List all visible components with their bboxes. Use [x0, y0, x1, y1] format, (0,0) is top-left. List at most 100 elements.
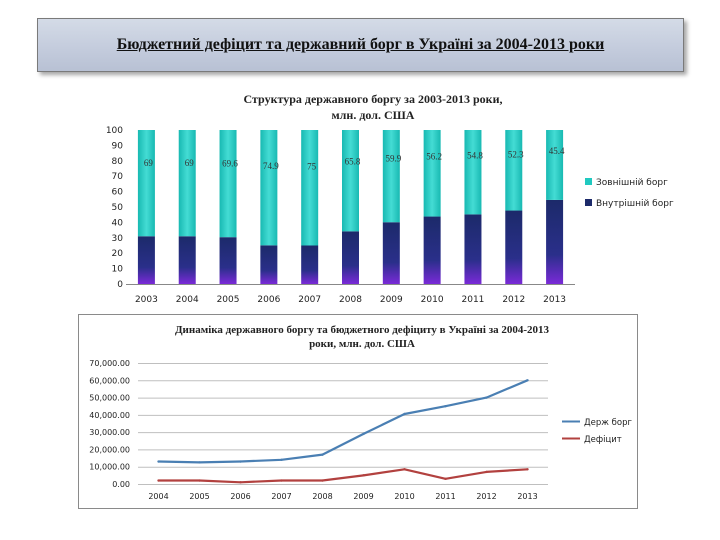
- legend-label-debt: Держ борг: [584, 418, 632, 428]
- chart2-title-line2: роки, млн. дол. США: [309, 338, 415, 350]
- x-tick-label: 2003: [135, 295, 158, 305]
- x-tick-label: 2013: [517, 492, 537, 501]
- deficit-line-point: [444, 477, 447, 481]
- y-tick-label: 50: [112, 203, 124, 213]
- bar-external-debt: [301, 130, 319, 246]
- debt-line-point: [526, 379, 529, 382]
- debt-line-point: [485, 396, 488, 399]
- legend-label-external: Зовнішній борг: [596, 178, 668, 188]
- deficit-line-point: [403, 468, 406, 471]
- x-tick-label: 2011: [435, 492, 455, 501]
- bar-external-debt: [546, 130, 564, 200]
- chart1-title-line1: Структура державного боргу за 2003-2013 …: [244, 92, 503, 106]
- x-tick-label: 2007: [298, 295, 321, 305]
- x-tick-label: 2005: [189, 492, 209, 501]
- y-tick-label: 70,000.00: [89, 359, 130, 368]
- x-tick-label: 2008: [312, 492, 332, 501]
- bar-internal-debt: [301, 245, 319, 284]
- debt-line-point: [321, 453, 324, 456]
- x-tick-label: 2012: [476, 492, 496, 501]
- y-tick-label: 60: [112, 188, 124, 198]
- x-tick-label: 2010: [421, 295, 444, 305]
- bar-external-debt: [464, 130, 482, 215]
- y-tick-label: 0.00: [112, 480, 130, 489]
- x-tick-label: 2013: [543, 295, 566, 305]
- bar-data-label: 65.8: [345, 156, 361, 166]
- chart1-title-line2: млн. дол. США: [332, 108, 415, 122]
- x-tick-label: 2007: [271, 492, 291, 501]
- deficit-line-point: [321, 479, 324, 482]
- bar-data-label: 52.3: [508, 149, 524, 159]
- y-tick-label: 10: [112, 265, 124, 275]
- debt-line-point: [280, 458, 283, 461]
- y-tick-label: 80: [112, 157, 124, 167]
- debt-line-point: [403, 412, 406, 416]
- deficit-line-point: [526, 468, 529, 471]
- y-tick-label: 70: [112, 172, 124, 182]
- debt-line-point: [239, 460, 242, 463]
- deficit-line: [158, 468, 528, 484]
- legend-label-deficit: Дефіцит: [584, 435, 622, 445]
- bar-data-label: 69.6: [222, 158, 238, 168]
- bar-data-label: 69: [144, 158, 154, 168]
- x-tick-label: 2006: [230, 492, 250, 501]
- legend-swatch-external: [585, 178, 592, 185]
- bar-internal-debt: [423, 216, 441, 284]
- bar-external-debt: [137, 130, 155, 237]
- deficit-line-point: [280, 479, 283, 482]
- bar-external-debt: [178, 130, 196, 237]
- y-tick-label: 10,000.00: [89, 463, 130, 472]
- bar-external-debt: [505, 130, 523, 211]
- bar-external-debt: [423, 130, 441, 217]
- bar-data-label: 54.8: [467, 151, 483, 161]
- deficit-line-point: [485, 470, 488, 474]
- y-tick-label: 40: [112, 218, 124, 228]
- bar-internal-debt: [464, 214, 482, 284]
- bar-data-label: 56.2: [426, 151, 442, 161]
- bar-internal-debt: [505, 210, 523, 284]
- deficit-line-point: [362, 474, 365, 477]
- x-tick-label: 2010: [394, 492, 414, 501]
- debt-line-point: [157, 460, 160, 463]
- deficit-line-point: [157, 479, 160, 482]
- bar-data-label: 69: [185, 158, 195, 168]
- bar-internal-debt: [382, 222, 400, 284]
- debt-line-point: [444, 405, 447, 408]
- x-tick-label: 2009: [380, 295, 403, 305]
- x-tick-label: 2006: [257, 295, 280, 305]
- bar-external-debt: [219, 130, 237, 238]
- y-tick-label: 100: [106, 126, 123, 136]
- debt-line-point: [362, 432, 365, 436]
- debt-line: [158, 379, 528, 464]
- slide-title-box: Бюджетний дефіцит та державний борг в Ук…: [37, 18, 684, 72]
- bar-internal-debt: [219, 237, 237, 284]
- bar-data-label: 45.4: [549, 146, 565, 156]
- x-tick-label: 2009: [353, 492, 373, 501]
- y-tick-label: 20: [112, 249, 124, 259]
- y-tick-label: 20,000.00: [89, 445, 130, 454]
- y-tick-label: 50,000.00: [89, 394, 130, 403]
- chart2-title-line1: Динаміка державного боргу та бюджетного …: [175, 324, 550, 336]
- y-tick-label: 90: [112, 141, 124, 151]
- x-tick-label: 2005: [217, 295, 240, 305]
- bar-internal-debt: [137, 236, 155, 284]
- y-tick-label: 0: [117, 280, 123, 290]
- bar-external-debt: [342, 130, 359, 232]
- bar-data-label: 59.9: [385, 153, 401, 163]
- bar-internal-debt: [260, 245, 278, 284]
- y-tick-label: 40,000.00: [89, 411, 130, 420]
- bar-data-label: 75: [307, 161, 317, 171]
- y-tick-label: 30: [112, 234, 124, 244]
- x-tick-label: 2004: [148, 492, 168, 501]
- x-tick-label: 2008: [339, 295, 362, 305]
- bar-external-debt: [382, 130, 400, 223]
- bar-external-debt: [260, 130, 278, 246]
- bar-internal-debt: [342, 231, 359, 284]
- debt-line-point: [198, 461, 201, 464]
- bar-data-label: 74.9: [263, 161, 279, 171]
- x-tick-label: 2004: [176, 295, 199, 305]
- deficit-line-point: [239, 481, 242, 484]
- x-tick-label: 2011: [462, 295, 485, 305]
